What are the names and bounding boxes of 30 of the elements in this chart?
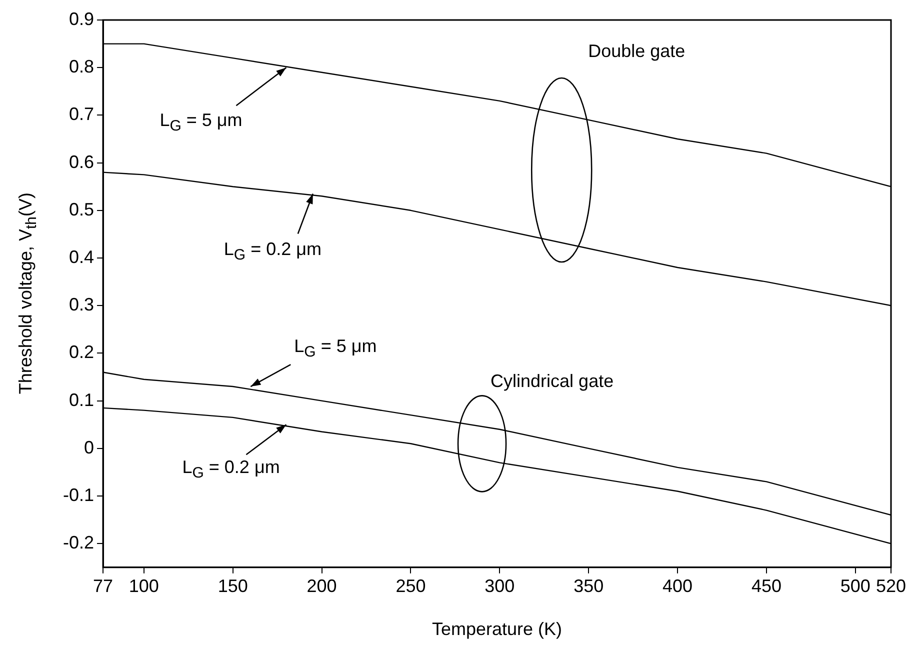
x-tick-label: 100 — [128, 576, 159, 596]
y-tick-label: 0.4 — [68, 246, 94, 267]
y-tick-label: 0.3 — [68, 294, 94, 315]
annotation: L$_{G}$ = 5 μm — [294, 336, 377, 361]
y-tick-label: -0.2 — [62, 532, 94, 553]
annotation: L$_{G}$ = 5 μm — [160, 110, 242, 135]
y-tick-label: 0.8 — [68, 56, 94, 77]
x-tick-label: 520 — [876, 576, 906, 596]
x-tick-label: 300 — [484, 576, 515, 596]
y-tick-label: 0.2 — [68, 342, 94, 362]
y-tick-label: 0.7 — [68, 104, 94, 124]
x-tick-label: 400 — [662, 576, 693, 596]
y-tick-label: 0.6 — [68, 152, 94, 172]
y-tick-label: 0.9 — [68, 8, 94, 29]
x-tick-label: 250 — [396, 576, 426, 596]
x-tick-label: 150 — [218, 576, 248, 596]
x-tick-label: 350 — [574, 576, 604, 596]
x-axis-title: Temperature (K) — [432, 618, 562, 640]
annotation: L$_{G}$ = 0.2 μm — [182, 457, 280, 482]
annotation: L$_{G}$ = 0.2 μm — [224, 239, 322, 264]
x-tick-label: 77 — [93, 576, 114, 596]
annotation: Double gate — [588, 41, 686, 62]
x-tick-label: 200 — [306, 576, 337, 596]
x-tick-label: 450 — [751, 576, 782, 596]
x-tick-label: 500 — [840, 576, 870, 596]
y-tick-label: -0.1 — [62, 484, 94, 505]
y-tick-label: 0.1 — [68, 390, 94, 410]
annotation: Cylindrical gate — [490, 371, 614, 392]
y-tick-label: 0.5 — [68, 199, 94, 220]
y-tick-label: 0 — [84, 437, 94, 458]
